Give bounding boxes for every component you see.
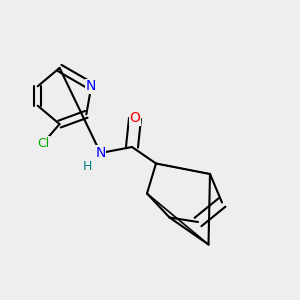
Text: O: O xyxy=(130,112,140,125)
Text: Cl: Cl xyxy=(37,137,49,150)
Text: N: N xyxy=(86,79,97,93)
Text: H: H xyxy=(82,160,92,173)
Text: N: N xyxy=(95,146,106,160)
